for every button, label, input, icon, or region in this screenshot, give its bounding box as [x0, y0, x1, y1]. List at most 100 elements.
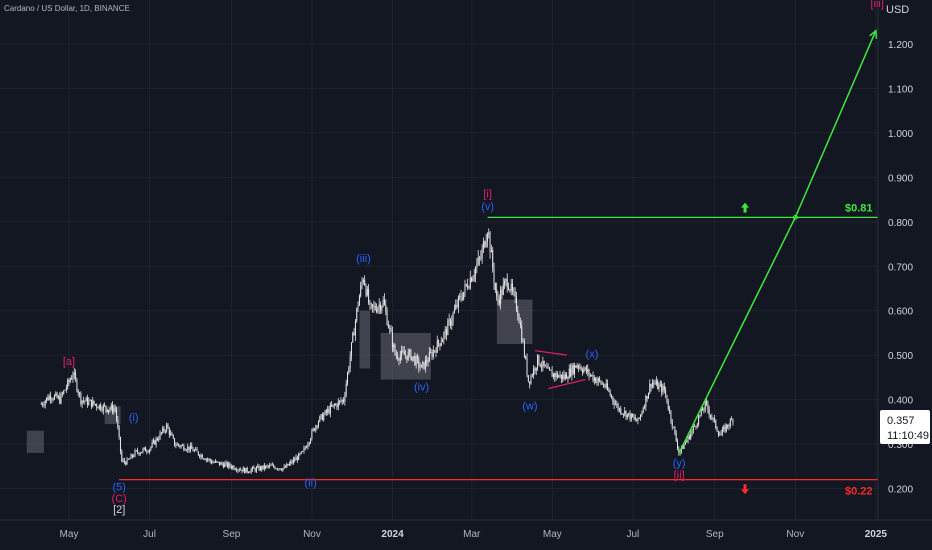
candle-body	[447, 321, 449, 336]
candle-body	[505, 279, 507, 282]
candle-body	[444, 329, 446, 334]
candle-body	[76, 379, 78, 391]
candle-body	[118, 427, 120, 437]
candle-body	[361, 281, 363, 286]
candle-body	[556, 373, 558, 378]
candle-body	[147, 451, 149, 453]
candle-body	[591, 374, 593, 376]
candle-body	[134, 450, 136, 457]
candle-body	[56, 393, 58, 398]
candle-body	[295, 457, 297, 461]
candle-body	[658, 385, 660, 390]
candle-body	[608, 389, 610, 392]
candle-body	[515, 296, 517, 311]
candle-body	[108, 410, 110, 413]
candle-body	[529, 381, 531, 384]
wave-label: (i)	[129, 412, 139, 424]
candle-body	[117, 419, 119, 428]
currency-label[interactable]: USD	[886, 4, 910, 16]
candle-body	[683, 444, 685, 449]
candle-body	[376, 309, 378, 312]
candle-body	[584, 367, 586, 370]
candle-body	[123, 460, 125, 463]
candle-body	[617, 404, 619, 410]
candle-body	[545, 365, 547, 367]
candle-body	[703, 409, 705, 411]
candle-body	[651, 382, 653, 388]
candle-body	[343, 399, 345, 402]
candle-body	[422, 362, 424, 365]
candle-body	[724, 426, 726, 432]
candle-body	[386, 311, 388, 326]
candle-body	[428, 352, 430, 362]
y-tick-label: 1.100	[888, 84, 913, 95]
candle-body	[490, 250, 492, 253]
candle-body	[283, 466, 285, 469]
candle-body	[311, 430, 313, 439]
candle-body	[566, 374, 568, 379]
candle-body	[102, 405, 104, 411]
candle-body	[531, 375, 533, 377]
candle-body	[298, 453, 300, 460]
candle-body	[43, 405, 45, 406]
candle-body	[372, 304, 374, 307]
candle-body	[418, 358, 420, 368]
candle-body	[97, 407, 99, 409]
wave-label: (y)	[673, 457, 686, 469]
candle-body	[538, 355, 540, 365]
candle-body	[469, 277, 471, 288]
candle-body	[325, 410, 327, 413]
candle-body	[250, 469, 252, 473]
candle-body	[457, 296, 459, 307]
candle-body	[94, 404, 96, 405]
candle-body	[641, 412, 643, 415]
candle-body	[47, 397, 49, 401]
candle-body	[599, 378, 601, 381]
candle-body	[240, 469, 242, 471]
projection-node	[792, 214, 798, 220]
x-tick-label: 2024	[381, 529, 404, 540]
candle-body	[362, 279, 364, 282]
candle-body	[597, 378, 599, 381]
candle-body	[455, 304, 457, 310]
candle-body	[226, 462, 228, 467]
candle-body	[60, 393, 62, 404]
candle-body	[460, 295, 462, 299]
price-box-countdown: 11:10:49	[887, 430, 929, 442]
wave-label: (v)	[481, 201, 494, 213]
candle-body	[416, 356, 418, 359]
candle-body	[580, 366, 582, 371]
candle-body	[502, 284, 504, 295]
x-axis[interactable]: MayJulSepNov2024MarMayJulSepNov2025Mar	[60, 529, 932, 540]
candle-body	[59, 396, 61, 404]
candle-body	[323, 414, 325, 421]
price-box: 0.357 11:10:49	[880, 410, 930, 444]
candle-body	[630, 413, 632, 420]
candle-body	[358, 296, 360, 306]
candle-body	[692, 426, 694, 431]
level-label-0.22: $0.22	[845, 486, 873, 498]
candle-body	[278, 468, 280, 470]
candle-body	[576, 365, 578, 368]
candle-body	[170, 433, 172, 435]
candle-body	[67, 379, 69, 388]
candle-body	[684, 442, 686, 445]
wave-label: [a]	[63, 356, 75, 368]
x-tick-label: May	[543, 529, 562, 540]
candle-body	[592, 374, 594, 381]
candle-body	[184, 449, 186, 451]
candle-body	[438, 340, 440, 344]
candle-body	[583, 369, 585, 373]
x-tick-label: May	[60, 529, 79, 540]
candle-body	[288, 463, 290, 466]
candle-body	[149, 449, 151, 452]
candle-body	[674, 427, 676, 433]
candle-body	[593, 377, 595, 381]
candle-body	[152, 440, 154, 443]
y-tick-label: 0.900	[888, 173, 913, 184]
candle-body	[241, 469, 243, 472]
candle-body	[488, 232, 490, 235]
y-axis[interactable]: 1.200 1.100 1.000 0.900 0.800 0.700 0.600 0.500…	[888, 40, 913, 496]
candle-body	[180, 445, 182, 447]
